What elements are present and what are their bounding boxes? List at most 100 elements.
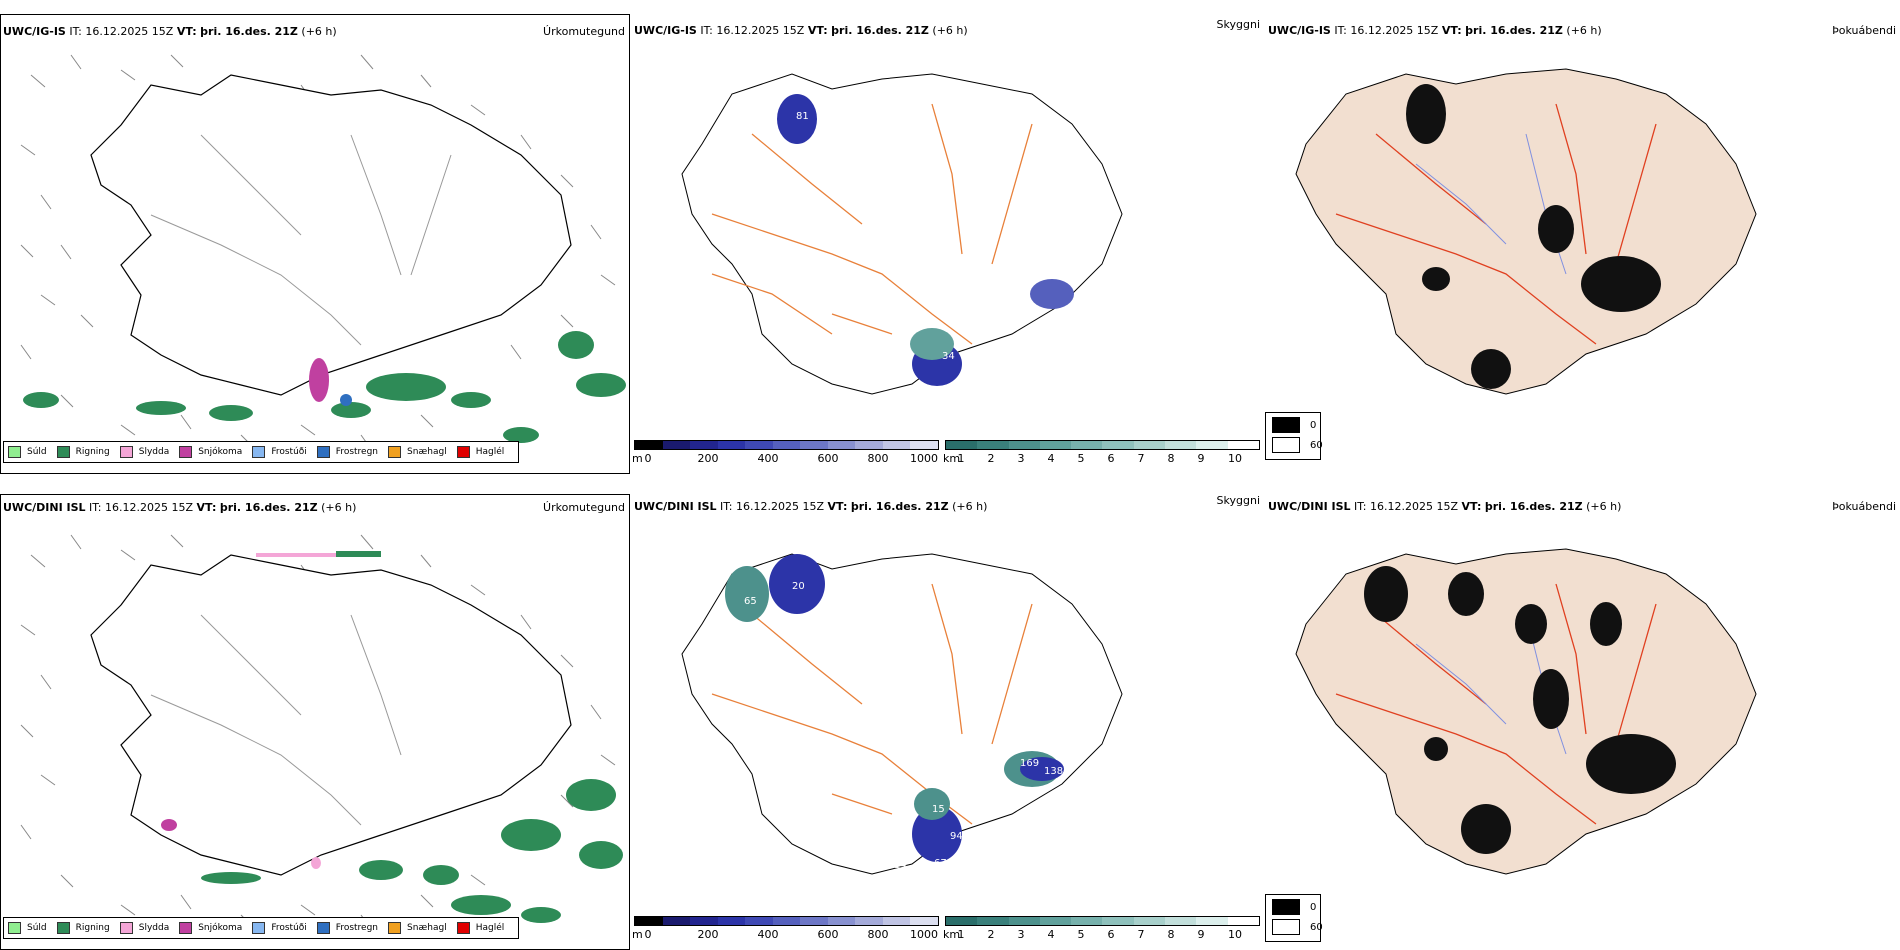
panel-header: UWC/DINI ISL IT: 16.12.2025 15Z VT: þri.… — [634, 500, 988, 513]
visibility-ticks: 1 2 3 4 5 6 7 8 9 10 — [957, 452, 1243, 465]
ceiling-ticks: 0 200 400 600 800 1000 — [644, 452, 939, 465]
legend-item: Slydda — [119, 922, 169, 934]
legend-item: Frostregn — [316, 446, 378, 458]
legend-item: Frostúði — [252, 446, 307, 458]
fog-panel-top: UWC/IG-IS IT: 16.12.2025 15Z VT: þri. 16… — [1266, 14, 1900, 474]
fog-legend-high-swatch — [1272, 899, 1300, 915]
legend-swatch — [119, 922, 133, 934]
ceiling-label: 34 — [942, 351, 955, 362]
precip-type-panel-bottom: UWC/DINI ISL IT: 16.12.2025 15Z VT: þri.… — [0, 494, 630, 950]
roads — [1335, 103, 1657, 345]
fog-areas — [1406, 84, 1661, 389]
iceland-outline — [681, 73, 1123, 395]
legend-item: Snæhagl — [388, 446, 447, 458]
ceiling-label: 94 — [950, 831, 963, 842]
legend-swatch — [179, 446, 193, 458]
roads — [150, 614, 402, 826]
fog-legend-top: 0 60 — [1265, 412, 1323, 460]
legend-swatch — [252, 446, 266, 458]
ceiling-label: 67 — [934, 858, 947, 869]
legend-swatch — [179, 922, 193, 934]
fog-legend-low-swatch — [1272, 437, 1300, 453]
ceiling-ticks: 0 200 400 600 800 1000 — [644, 928, 939, 941]
legend-swatch — [456, 922, 470, 934]
legend-swatch — [8, 446, 21, 458]
ceiling-colorbar: 0 200 400 600 800 1000 m — [632, 440, 939, 466]
panel-title: Þokuábendi — [1832, 500, 1896, 513]
legend-item: Frostregn — [316, 922, 378, 934]
iceland-outline — [90, 554, 572, 876]
legend-item: Snjókoma — [179, 922, 242, 934]
legend-item: Haglél — [456, 446, 504, 458]
visibility-unit: km — [943, 452, 961, 465]
ceiling-colorbar-strip — [634, 916, 939, 926]
panel-title: Úrkomutegund — [543, 501, 625, 514]
panel-header: UWC/IG-IS IT: 16.12.2025 15Z VT: þri. 16… — [3, 25, 337, 38]
legend-swatch — [316, 922, 330, 934]
visibility-unit: km — [943, 928, 961, 941]
ceiling-label: 81 — [796, 111, 809, 122]
precip-type-panel-top: UWC/IG-IS IT: 16.12.2025 15Z VT: þri. 16… — [0, 14, 630, 474]
legend-item: Rigning — [56, 922, 110, 934]
iceland-outline — [681, 553, 1123, 875]
fog-legend-bottom: 0 60 — [1265, 894, 1323, 942]
panel-title: Skyggni — [1216, 18, 1260, 31]
panel-title: Þokuábendi — [1832, 24, 1896, 37]
visibility-colorbar: 1 2 3 4 5 6 7 8 9 10 km — [943, 916, 1260, 942]
panel-header: UWC/IG-IS IT: 16.12.2025 15Z VT: þri. 16… — [1268, 24, 1602, 37]
fog-legend-low-swatch — [1272, 919, 1300, 935]
sleet-area — [256, 553, 336, 557]
legend-item: Haglél — [456, 922, 504, 934]
iceland-map-precip — [20, 534, 623, 930]
fog-panel-bottom: UWC/DINI ISL IT: 16.12.2025 15Z VT: þri.… — [1266, 494, 1900, 950]
roads — [150, 134, 452, 346]
sleet-area — [311, 857, 321, 869]
ceiling-label: 20 — [792, 581, 805, 592]
legend-swatch — [8, 922, 21, 934]
legend-item: Súld — [8, 922, 47, 934]
snow-area — [161, 819, 177, 831]
iceland-map-fog — [1295, 548, 1757, 875]
ceiling-colorbar-strip — [634, 440, 939, 450]
precip-type-legend: Súld Rigning Slydda Snjókoma Frostúði Fr… — [3, 917, 520, 939]
ceiling-unit: m — [632, 452, 643, 465]
iceland-map-precip — [20, 54, 626, 450]
iceland-map-visibility: 65 20 169 138 15 94 67 14 — [681, 553, 1123, 875]
ceiling-visibility-panel-bottom: UWC/DINI ISL IT: 16.12.2025 15Z VT: þri.… — [632, 494, 1262, 950]
panel-title: Úrkomutegund — [543, 25, 625, 38]
snow-area — [309, 358, 329, 402]
roads — [711, 583, 1033, 825]
legend-swatch — [388, 922, 402, 934]
fog-legend-high-swatch — [1272, 417, 1300, 433]
ceiling-unit: m — [632, 928, 643, 941]
panel-header: UWC/IG-IS IT: 16.12.2025 15Z VT: þri. 16… — [634, 24, 968, 37]
precip-type-legend: Súld Rigning Slydda Snjókoma Frostúði Fr… — [3, 441, 520, 463]
legend-swatch — [456, 446, 470, 458]
legend-swatch — [56, 922, 70, 934]
legend-swatch — [56, 446, 70, 458]
freezing-rain-area — [340, 394, 352, 406]
iceland-map-visibility: 81 34 811 — [681, 73, 1123, 397]
low-ceiling-areas — [725, 554, 1064, 862]
roads — [1335, 583, 1657, 825]
precip-rain-areas — [201, 779, 623, 923]
legend-swatch — [388, 446, 402, 458]
ceiling-label: 811 — [928, 386, 947, 397]
roads — [711, 103, 1033, 345]
legend-item: Súld — [8, 446, 47, 458]
panel-title: Skyggni — [1216, 494, 1260, 507]
ceiling-label: 138 — [1044, 766, 1063, 777]
visibility-colorbar-strip — [945, 440, 1260, 450]
ceiling-label: 169 — [1020, 758, 1039, 769]
legend-item: Snæhagl — [388, 922, 447, 934]
precip-rain-areas — [23, 331, 626, 443]
legend-swatch — [252, 922, 266, 934]
fog-areas — [1364, 566, 1676, 854]
visibility-colorbar: 1 2 3 4 5 6 7 8 9 10 km — [943, 440, 1260, 466]
ceiling-label: 14 — [894, 860, 907, 871]
iceland-map-fog — [1295, 68, 1757, 395]
iceland-outline — [1295, 68, 1757, 395]
iceland-outline — [90, 74, 572, 396]
panel-header: UWC/DINI ISL IT: 16.12.2025 15Z VT: þri.… — [3, 501, 357, 514]
legend-swatch — [316, 446, 330, 458]
